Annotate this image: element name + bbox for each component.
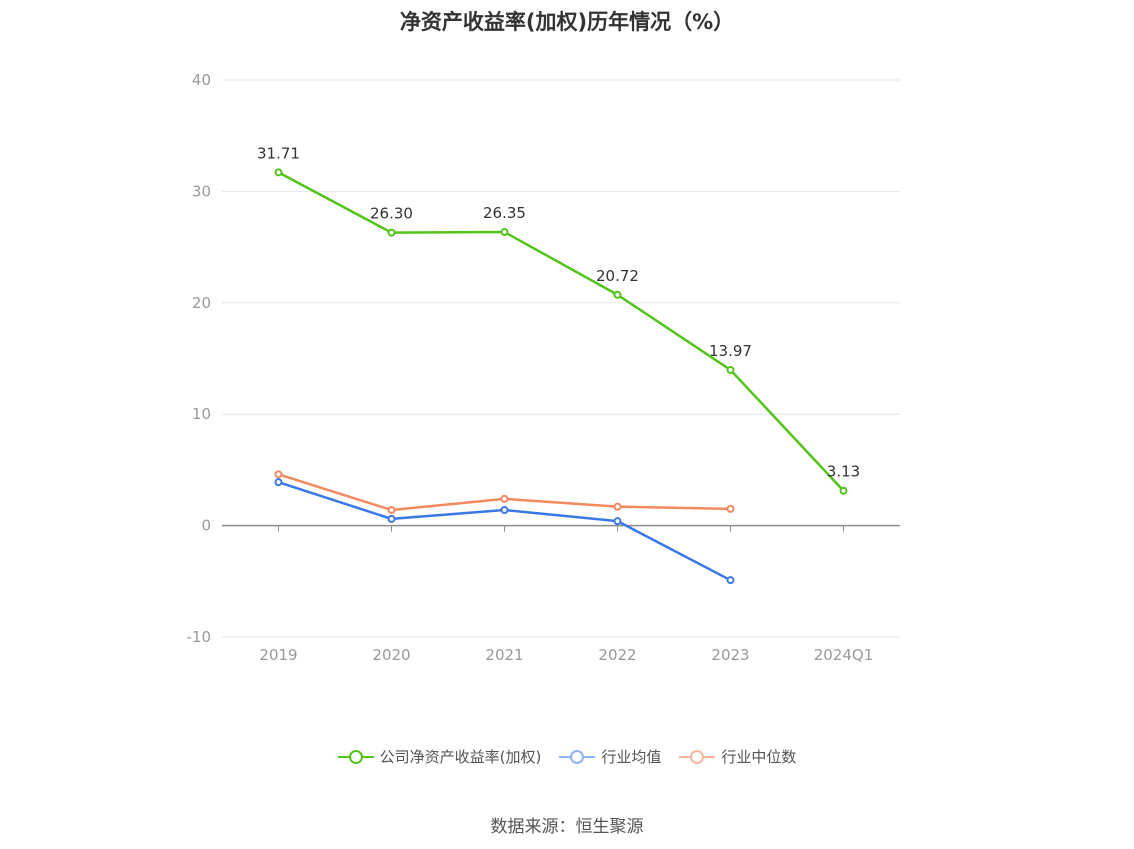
x-tick-label: 2019 [259,646,297,664]
data-point [726,504,735,513]
line-chart: 40 30 20 10 0 -10 2019 2020 2021 2022 2023 2024Q1 31… [187,71,900,664]
data-point [274,478,283,487]
x-tick-label: 2021 [485,646,523,664]
data-label: 13.97 [709,342,752,360]
x-tick-label: 2020 [372,646,410,664]
y-tick-label: -10 [187,628,212,646]
data-label: 3.13 [827,463,860,481]
y-tick-label: 0 [201,517,211,535]
data-point [726,576,735,585]
data-label: 20.72 [596,267,639,285]
legend-item-company-roe[interactable]: 公司净资产收益率(加权) [337,746,542,767]
y-tick-label: 30 [192,182,211,200]
data-label: 31.71 [257,144,300,162]
data-point [500,494,509,503]
data-point [613,290,622,299]
data-point [387,506,396,515]
series-line [277,171,845,492]
data-point [839,486,848,495]
legend-swatch-icon [337,749,374,765]
data-label: 26.35 [483,204,526,222]
legend-item-industry-mean[interactable]: 行业均值 [559,746,661,767]
x-tick-label: 2022 [598,646,636,664]
data-point [726,365,735,374]
data-point [613,517,622,526]
chart-title: 净资产收益率(加权)历年情况（%） [399,10,735,34]
legend-swatch-icon [559,749,596,765]
y-tick-label: 40 [192,71,211,89]
data-source-note: 数据来源：恒生聚源 [490,817,644,837]
x-tick-label: 2024Q1 [814,646,874,664]
data-label: 26.30 [370,205,413,223]
legend-label-industry-mean: 行业均值 [601,748,662,766]
x-tick-label: 2023 [711,646,749,664]
legend-swatch-icon [679,749,716,765]
y-tick-label: 10 [192,405,211,423]
legend-item-industry-median[interactable]: 行业中位数 [679,746,796,767]
data-point [387,514,396,523]
data-point [274,470,283,479]
data-point [500,228,509,237]
data-point [613,502,622,511]
legend-label-industry-median: 行业中位数 [721,748,797,766]
y-tick-label: 20 [192,294,211,312]
legend-label-company-roe: 公司净资产收益率(加权) [379,748,542,766]
legend: 公司净资产收益率(加权) 行业均值 行业中位数 [0,746,1134,767]
data-point [500,506,509,515]
data-point [387,228,396,237]
data-point [274,168,283,177]
